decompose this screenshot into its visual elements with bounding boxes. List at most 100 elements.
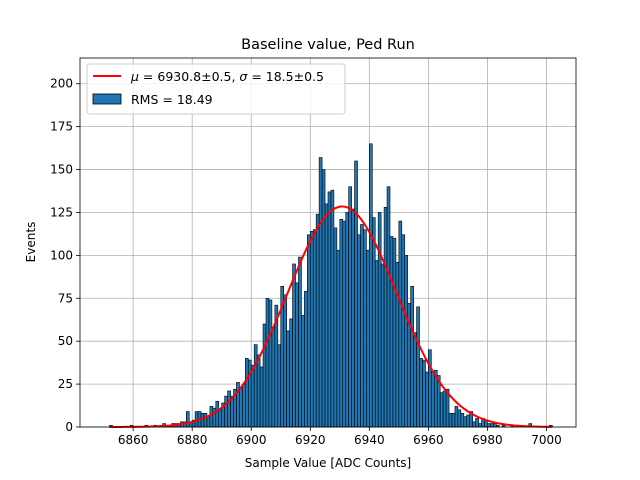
histogram-bar [256,354,261,428]
histogram-bar [215,400,220,428]
histogram-bar [366,249,370,428]
histogram-bar [371,217,376,428]
histogram-bar [304,291,308,428]
x-tick-label: 6960 [413,433,444,447]
histogram-bar [250,364,255,428]
histogram-bar [307,234,311,428]
histogram-bar [230,395,234,428]
x-tick-label: 6980 [472,433,503,447]
histogram-bar [265,297,270,428]
histogram-bar [360,224,364,428]
legend-fit-mu: μ [130,69,139,84]
histogram-bar [224,395,228,428]
histogram-bar [457,409,462,428]
histogram-bar [330,189,335,428]
y-tick-label: 50 [58,334,73,348]
histogram-bar [377,212,382,428]
histogram-bar [490,423,494,428]
histogram-bar [404,255,409,428]
histogram-bar [336,249,341,428]
histogram-bar [345,212,349,428]
histogram-bar [442,390,447,428]
histogram-bar [301,315,305,428]
histogram-bar [247,359,252,428]
legend-fit-sigma: σ [239,69,248,84]
histogram-bar [203,412,208,428]
histogram-bar [454,406,459,428]
histogram-bar [206,416,211,428]
histogram-bar [448,412,453,428]
y-tick-label: 125 [50,205,73,219]
x-tick-label: 6920 [295,433,326,447]
histogram-bar [410,285,414,428]
histogram-bar [286,330,290,428]
histogram-bar [185,411,190,428]
histogram-bar [253,344,258,428]
histogram-bar [425,371,429,428]
histogram-bar [487,423,491,428]
x-tick-label: 7000 [531,433,562,447]
histogram-bar [386,186,391,428]
histogram-bar [439,392,444,428]
histogram-bar [289,318,293,428]
histogram-bar [245,358,249,428]
histogram-bar [309,231,314,428]
histogram-bar [357,234,361,428]
y-axis-ticks: 0 25 50 75 100 125 150 175 200 [50,77,80,434]
x-axis-label: Sample Value [ADC Counts] [245,456,411,470]
x-axis-ticks: 6860 6880 6900 6920 6940 6960 6980 7000 [118,427,562,447]
legend-fit-text-2: = 18.5±0.5 [247,69,324,84]
histogram-bar [318,157,323,428]
histogram-bar [380,263,385,428]
histogram-bar [315,213,320,428]
histogram-bar [298,256,302,428]
histogram-bar [292,263,296,428]
histogram-bar [475,418,479,428]
y-tick-label: 75 [58,291,73,305]
histogram-bar [200,412,205,428]
histogram-bar [460,412,465,428]
legend-fit-text-1: = 6930.8±0.5, [139,69,239,84]
histogram-bar [283,294,287,428]
histogram-bar [466,414,471,428]
histogram-bar [324,203,329,428]
y-tick-label: 25 [58,377,73,391]
histogram-bar [401,234,406,428]
histogram-bar [327,191,332,428]
histogram-bar [242,383,246,428]
histogram-bar [422,359,426,428]
y-tick-label: 200 [50,77,73,91]
legend-hist-swatch [92,93,122,105]
histogram-bar [413,332,417,428]
histogram-bar [271,327,276,428]
histogram-bar [351,208,355,428]
histogram-bar [259,366,264,428]
histogram-bar [268,299,273,428]
histogram-bar [478,423,482,428]
histogram-bar [463,416,468,428]
y-tick-label: 175 [50,120,73,134]
histogram-bar [419,358,423,428]
x-tick-label: 6860 [118,433,149,447]
y-tick-label: 0 [65,420,73,434]
histogram-bar [218,409,223,428]
y-tick-label: 100 [50,248,73,262]
histogram-bar [472,421,476,428]
legend: μ = 6930.8±0.5, σ = 18.5±0.5 RMS = 18.49 [86,63,346,115]
histogram-bar [348,186,352,428]
histogram-bar [398,220,403,428]
gaussian-fit-curve [109,205,553,428]
histogram-bar [227,390,231,428]
histogram-bar [395,261,400,428]
histogram-bar [363,229,367,428]
y-tick-label: 150 [50,163,73,177]
y-axis-label: Events [24,222,38,263]
chart-title: Baseline value, Ped Run [241,37,415,53]
x-tick-label: 6940 [354,433,385,447]
histogram-bar [354,160,358,428]
x-tick-label: 6900 [236,433,267,447]
histogram-bar [451,412,456,428]
legend-box [86,63,346,115]
legend-hist-label: RMS = 18.49 [131,92,213,107]
